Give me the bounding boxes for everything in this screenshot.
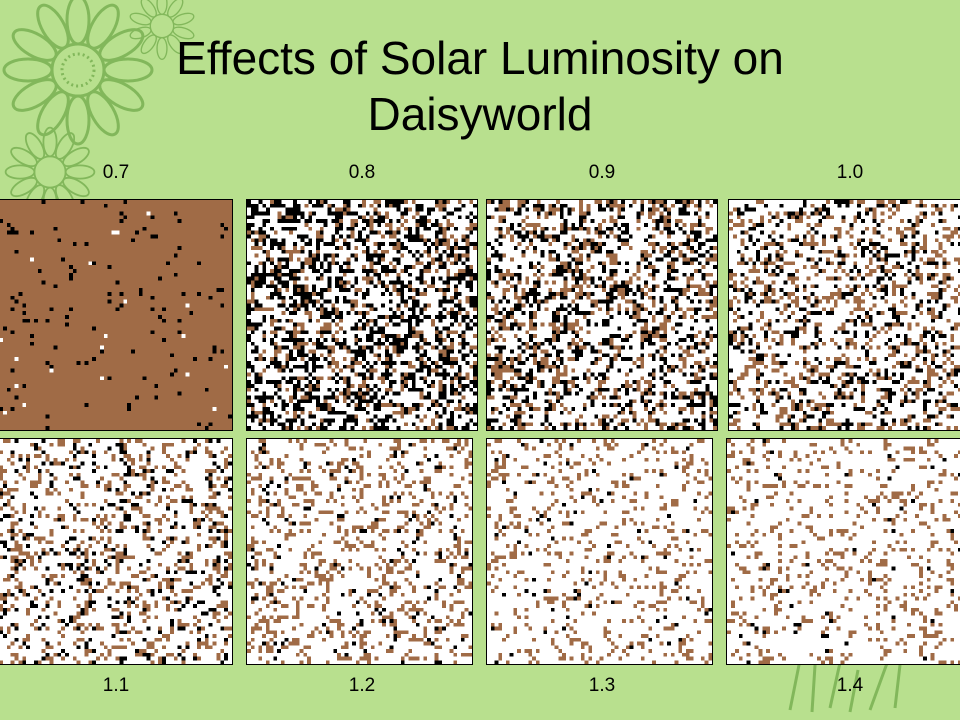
daisyworld-grid [246,438,473,665]
luminosity-label: 0.7 [102,162,130,183]
luminosity-label: 1.0 [836,162,864,183]
daisyworld-grid [0,199,233,431]
luminosity-label: 0.8 [348,162,376,183]
luminosity-label: 1.2 [348,675,376,696]
luminosity-label: 1.4 [836,675,864,696]
luminosity-label: 1.3 [588,675,616,696]
daisyworld-grid [486,199,718,431]
daisyworld-grid [486,438,713,665]
daisyworld-grid [246,199,478,431]
daisyworld-grid [728,199,960,431]
daisyworld-grid [726,438,960,665]
slide-title: Effects of Solar Luminosity on Daisyworl… [176,32,784,140]
daisyworld-grid [0,438,233,665]
luminosity-label: 0.9 [588,162,616,183]
luminosity-label: 1.1 [102,675,130,696]
